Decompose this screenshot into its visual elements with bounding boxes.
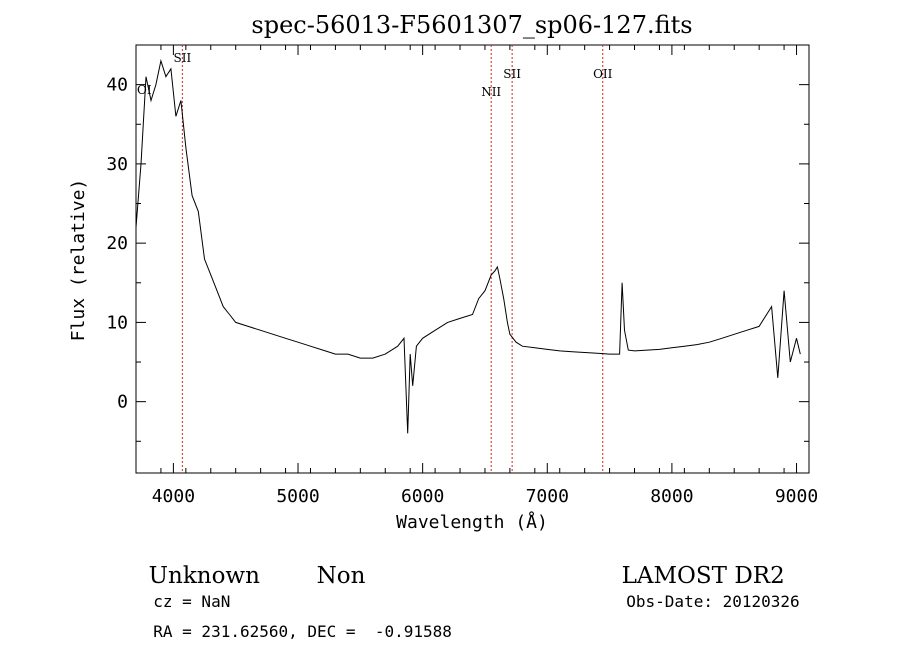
obs-date-label: Obs-Date: 20120326	[626, 592, 800, 611]
y-tick-label: 40	[106, 75, 128, 96]
spectral-line-label: SII	[174, 51, 192, 65]
x-axis-label: Wavelength (Å)	[396, 511, 548, 533]
spectrum-series-line	[136, 58, 801, 434]
y-tick-label: 30	[106, 154, 128, 175]
x-tick-label: 8000	[650, 486, 693, 507]
x-tick-label: 4000	[152, 486, 195, 507]
survey-label: LAMOST DR2	[621, 563, 785, 589]
y-tick-label: 20	[106, 233, 128, 254]
subclass: Non	[302, 537, 366, 589]
y-tick-label: 10	[106, 312, 128, 333]
obs-date: Obs-Date: 20120326	[607, 573, 800, 611]
cz-label: cz = NaN	[153, 592, 231, 611]
x-tick-label: 9000	[775, 486, 818, 507]
x-tick-label: 5000	[276, 486, 319, 507]
spectral-line-label: NII	[481, 85, 501, 99]
ra-dec-label: RA = 231.62560, DEC = -0.91588	[153, 622, 452, 641]
survey-name: LAMOST DR2	[607, 537, 785, 589]
redshift-text: cz = NaN	[134, 573, 230, 611]
subclass-label: Non	[316, 563, 366, 589]
y-axis-label: Flux (relative)	[68, 179, 89, 342]
y-tick-label: 0	[117, 392, 128, 413]
plot-area: 4000 5000 6000 7000 8000 9000010203040SIINIIS…	[106, 44, 818, 507]
spectral-line-label: SII	[503, 67, 521, 81]
plot-frame	[135, 44, 810, 474]
x-tick-label: 7000	[526, 486, 569, 507]
chart-title: spec-56013-F5601307_sp06-127.fits	[251, 11, 692, 39]
object-class: Unknown	[134, 537, 260, 589]
x-tick-label: 6000	[401, 486, 444, 507]
spectral-line-label: OII	[593, 67, 613, 81]
class-label: Unknown	[148, 563, 260, 589]
coordinates: RA = 231.62560, DEC = -0.91588	[134, 603, 452, 641]
